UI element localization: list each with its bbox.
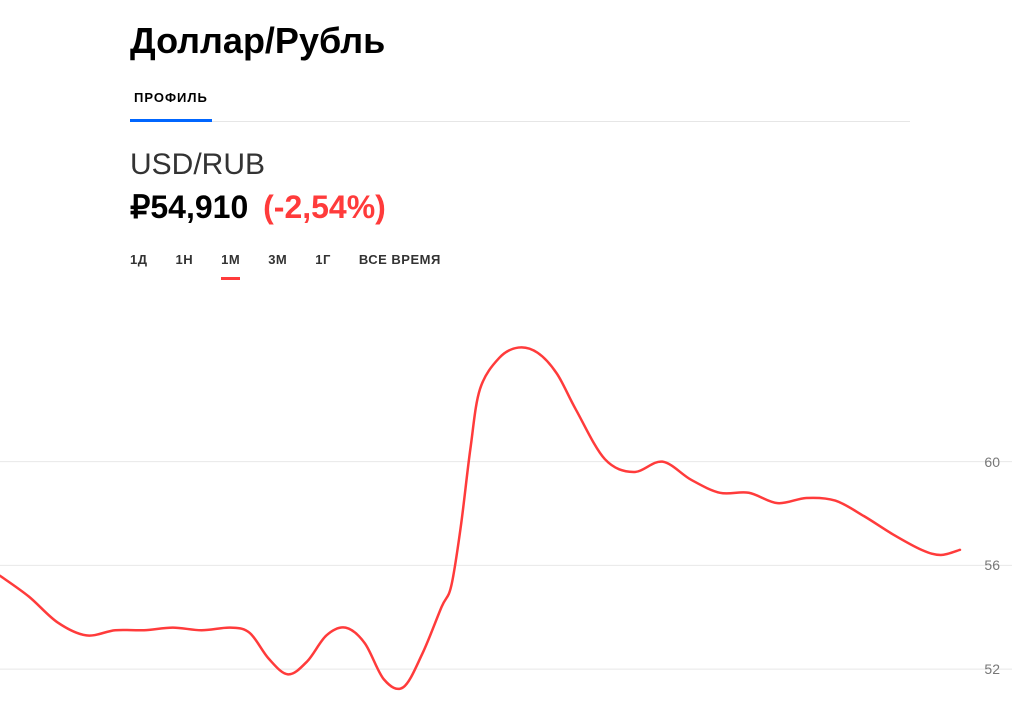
price-row: ₽54,910 (-2,54%) — [130, 188, 1012, 226]
section-tabs: ПРОФИЛЬ — [130, 90, 910, 122]
price-value: ₽54,910 — [130, 189, 248, 225]
price-chart: 52 56 60 — [0, 332, 1012, 721]
range-1w[interactable]: 1Н — [176, 252, 194, 280]
y-tick-label: 60 — [984, 454, 1000, 470]
range-1y[interactable]: 1Г — [315, 252, 331, 280]
tab-profile[interactable]: ПРОФИЛЬ — [130, 90, 212, 122]
range-3m[interactable]: 3М — [268, 252, 287, 280]
y-tick-label: 52 — [984, 661, 1000, 677]
range-all[interactable]: ВСЕ ВРЕМЯ — [359, 252, 441, 280]
range-tabs: 1Д 1Н 1М 3М 1Г ВСЕ ВРЕМЯ — [130, 252, 1012, 280]
y-tick-label: 56 — [984, 557, 1000, 573]
range-1d[interactable]: 1Д — [130, 252, 148, 280]
page-title: Доллар/Рубль — [130, 20, 1012, 62]
currency-pair: USD/RUB — [130, 148, 1012, 182]
range-1m[interactable]: 1М — [221, 252, 240, 280]
price-change: (-2,54%) — [263, 189, 386, 225]
